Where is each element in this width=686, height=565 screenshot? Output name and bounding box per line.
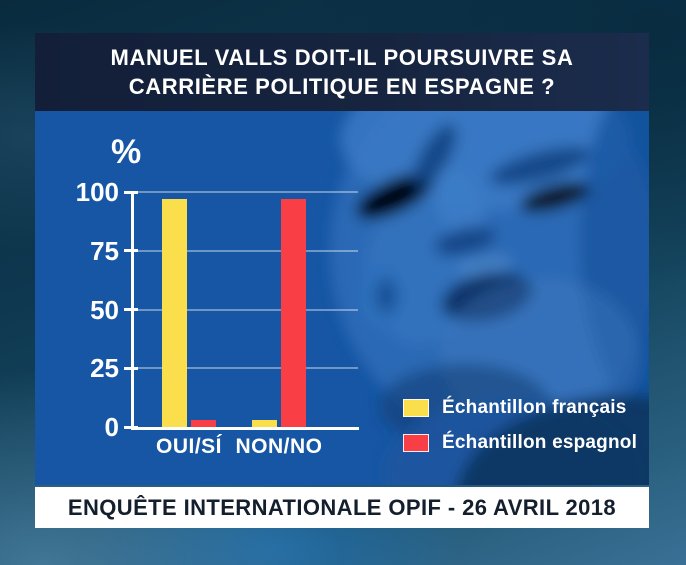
y-axis-line [131, 192, 134, 430]
chart-panel: % 0 25 50 75 100 OUI/SÍ NON/NO Échantillon fra… [35, 111, 649, 485]
category-label-2: NON/NO [235, 435, 323, 458]
y-axis-unit-label: % [111, 133, 142, 171]
bar-non-no-series-1 [252, 419, 277, 427]
valls-portrait-backdrop [330, 111, 649, 485]
y-tickmark-50 [124, 308, 138, 311]
title-line-2: CARRIÈRE POLITIQUE EN ESPAGNE ? [128, 73, 556, 99]
legend-row-1: Échantillon français [403, 397, 637, 419]
y-tickmark-0 [124, 425, 138, 429]
legend-label-2: Échantillon espagnol [442, 432, 638, 453]
category-label-1: OUI/SÍ [155, 435, 222, 458]
y-tick-label-0: 0 [104, 412, 119, 442]
y-tick-label-75: 75 [90, 235, 119, 266]
gridline-75 [133, 249, 358, 252]
chart-legend: Échantillon français Échantillon espagnol [403, 397, 637, 454]
footer-source-text: ENQUÊTE INTERNATIONALE OPIF - 26 AVRIL 2… [67, 494, 617, 520]
bar-oui-s--series-1 [162, 199, 187, 427]
legend-label-1: Échantillon français [442, 397, 627, 418]
y-tickmark-100 [124, 190, 138, 194]
y-tickmark-75 [124, 249, 138, 253]
y-tickmark-25 [124, 366, 138, 370]
legend-swatch-2 [403, 434, 429, 452]
bar-oui-s--series-2 [191, 419, 216, 427]
footer-banner: ENQUÊTE INTERNATIONALE OPIF - 26 AVRIL 2… [35, 487, 649, 528]
gridline-50 [133, 308, 358, 311]
y-tick-label-100: 100 [75, 177, 119, 207]
y-tick-label-50: 50 [90, 294, 119, 325]
title-line-1: MANUEL VALLS DOIT-IL POURSUIVRE SA [110, 44, 574, 70]
gridline-25 [133, 367, 358, 370]
title-banner: MANUEL VALLS DOIT-IL POURSUIVRE SA CARRI… [35, 33, 649, 111]
x-axis-line [131, 427, 359, 430]
legend-swatch-1 [403, 399, 429, 417]
legend-row-2: Échantillon espagnol [403, 432, 637, 454]
gridline-100 [133, 191, 358, 193]
bar-non-no-series-2 [281, 199, 306, 427]
content-column: MANUEL VALLS DOIT-IL POURSUIVRE SA CARRI… [35, 33, 649, 528]
y-tick-label-25: 25 [90, 353, 119, 384]
chart-area: % 0 25 50 75 100 OUI/SÍ NON/NO [35, 111, 649, 485]
